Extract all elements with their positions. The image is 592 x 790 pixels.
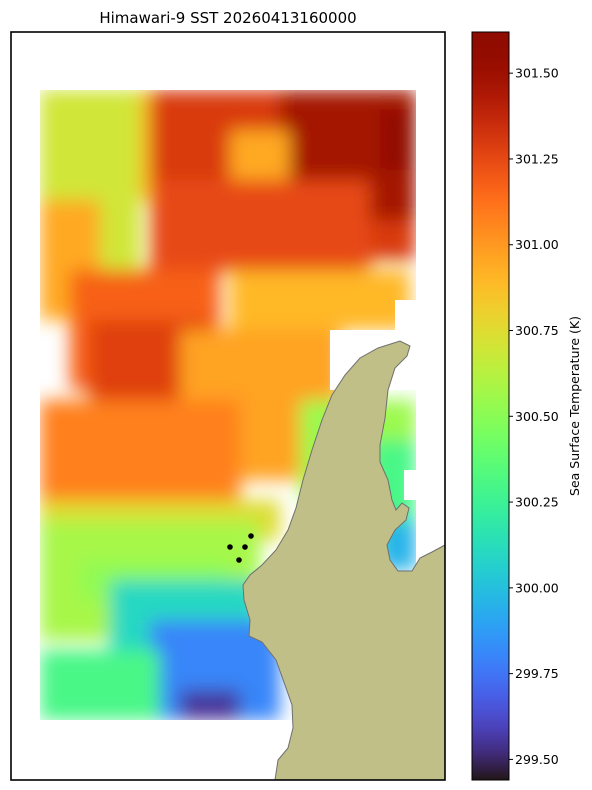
marker-group [227, 533, 254, 563]
colorbar-gradient [472, 32, 509, 780]
no-data-patch [395, 300, 416, 330]
sst-patch [380, 110, 416, 170]
colorbar-tick-label: 300.50 [515, 409, 559, 424]
colorbar-ticks: 299.50 299.75 300.00 300.25 300.50 300.75 301.… [509, 66, 559, 767]
colorbar-tick-label: 300.00 [515, 580, 559, 595]
sst-patch [180, 690, 240, 720]
map-area [11, 32, 445, 780]
map-frame [10, 31, 446, 781]
colorbar-tick-label: 300.25 [515, 495, 559, 510]
colorbar-label: Sea Surface Temperature (K) [567, 316, 582, 496]
sst-patch [230, 130, 290, 180]
chart-title: Himawari-9 SST 20260413160000 [99, 9, 356, 27]
colorbar-frame [471, 31, 510, 781]
observation-marker [227, 544, 233, 550]
colorbar-tick-label: 299.50 [515, 752, 559, 767]
colorbar-tick-label: 300.75 [515, 323, 559, 338]
sst-patch [150, 180, 370, 270]
land-mass [242, 340, 445, 780]
colorbar: 299.50 299.75 300.00 300.25 300.50 300.75 301.… [471, 31, 582, 781]
observation-marker [242, 544, 248, 550]
colorbar-tick-label: 301.50 [515, 66, 559, 81]
colorbar-tick-label: 299.75 [515, 666, 559, 681]
sst-patch [230, 270, 410, 330]
observation-marker [236, 557, 242, 563]
colorbar-tick-label: 301.00 [515, 237, 559, 252]
no-data-patch [404, 470, 416, 500]
colorbar-tick-label: 301.25 [515, 151, 559, 166]
observation-marker [248, 533, 254, 539]
sst-patch [40, 650, 160, 720]
